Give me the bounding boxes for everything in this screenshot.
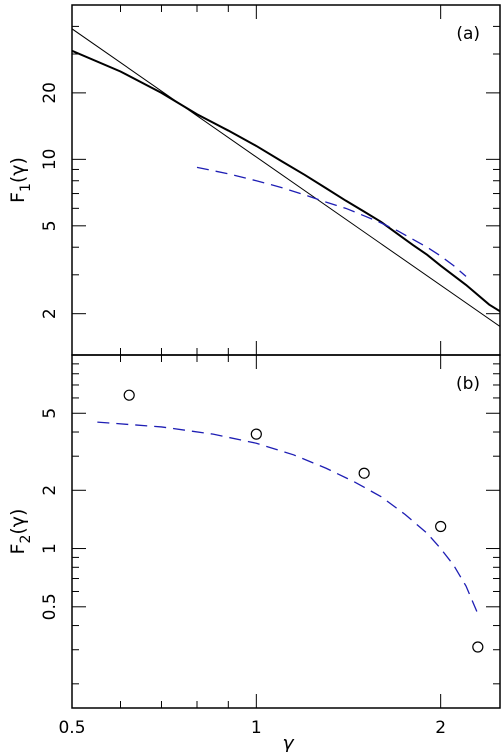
y-axis-label-arg: (γ)	[7, 509, 29, 535]
y-axis-label-main: F	[7, 544, 29, 555]
y-tick-label: 10	[40, 149, 60, 171]
y-axis-label: F1(γ)	[7, 157, 34, 203]
panel-label: (b)	[456, 374, 480, 394]
x-tick-label: 0.5	[58, 718, 85, 738]
data-point	[358, 467, 370, 479]
series-line-thin	[72, 28, 500, 327]
plot-frame	[71, 4, 501, 356]
plot-area	[97, 389, 484, 653]
y-axis-label-main: F	[7, 192, 29, 203]
y-tick-label: 20	[40, 82, 60, 104]
y-axis-label: F2(γ)	[7, 509, 34, 555]
x-tick-label: 2	[435, 718, 446, 738]
plot-frame	[71, 354, 501, 709]
series-line-dashed	[97, 421, 479, 615]
y-tick-label: 2	[40, 308, 60, 319]
y-tick-label: 5	[40, 408, 60, 419]
y-tick-label: 1	[40, 543, 60, 554]
data-point	[250, 428, 262, 440]
y-axis-label-arg: (γ)	[7, 157, 29, 183]
y-tick-label: 2	[40, 485, 60, 496]
plot-area	[72, 28, 500, 327]
panel-a: 2 5 10 20 F1(γ) (a)	[7, 4, 501, 356]
series-line-thick	[72, 49, 500, 313]
data-point	[472, 641, 484, 653]
data-point	[123, 389, 135, 401]
y-axis-label-sub: 1	[18, 183, 34, 192]
x-tick-label: 1	[251, 718, 262, 738]
y-tick-label: 5	[40, 220, 60, 231]
y-axis-label-sub: 2	[18, 535, 34, 544]
panel-label: (a)	[456, 24, 480, 44]
series-line-dashed	[196, 166, 467, 277]
x-axis-label: γ	[282, 732, 295, 752]
y-tick-label: 0.5	[40, 593, 60, 620]
data-point	[435, 520, 447, 533]
